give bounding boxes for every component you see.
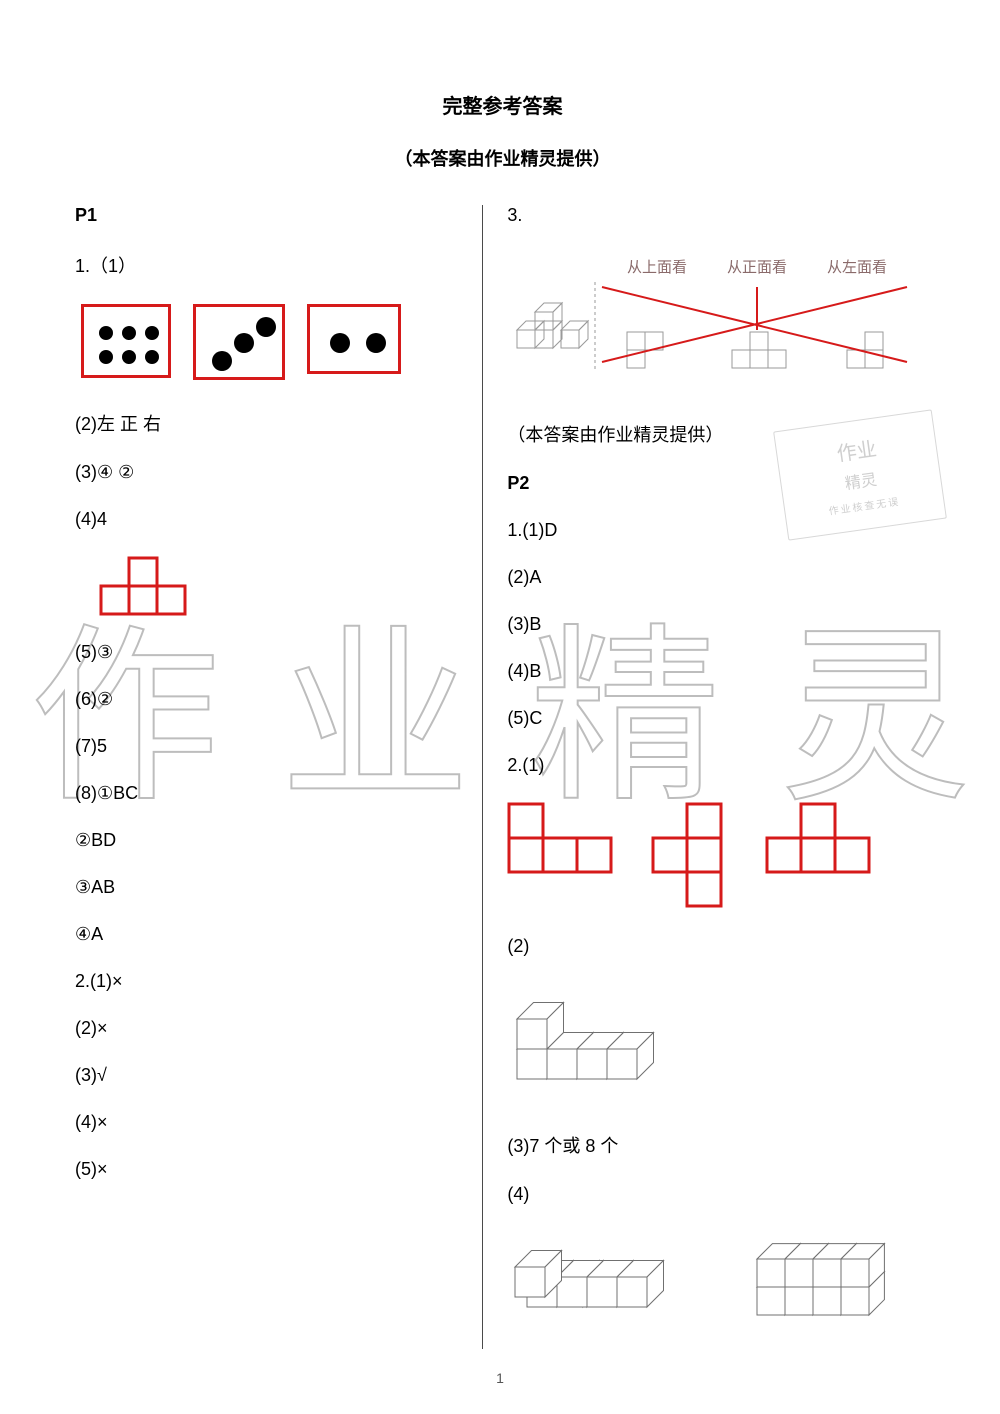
left-line-b-10: (4)× [75,1112,458,1133]
left-line-b-9: (3)√ [75,1065,458,1086]
page-title: 完整参考答案 [75,90,930,119]
right-line-a-3: (4)B [507,661,930,682]
left-line-b-1: (6)② [75,689,458,710]
left-column: P1 1.（1） (2)左 正 右 (3)④ ② (4)4 (5)③ (6)② (7)5… [75,205,458,1349]
tetromino-b [651,802,731,912]
tetromino-c [765,802,875,880]
left-line-b-3: (8)①BC [75,783,458,804]
left-line-b-0: (5)③ [75,642,458,663]
tetromino-figure [99,556,199,620]
left-line-a-1: (3)④ ② [75,462,458,483]
right-line-a-5: 2.(1) [507,755,930,776]
dice-row [81,304,458,380]
left-line-a-2: (4)4 [75,509,458,530]
tetromino-row [507,802,930,912]
left-line-b-2: (7)5 [75,736,458,757]
cube-pair [507,1231,930,1331]
page-subtitle: （本答案由作业精灵提供） [75,145,930,171]
right-line-a-4: (5)C [507,708,930,729]
dice-6 [81,304,171,378]
right-line-a-1: (2)A [507,567,930,588]
cube-figure-2a [507,1231,697,1321]
section-p2: P2 [507,473,930,494]
left-line-b-8: (2)× [75,1018,458,1039]
left-line-a-0: (2)左 正 右 [75,410,458,436]
cube-figure-2b [737,1231,927,1331]
dice-2 [307,304,401,374]
answer-2-2: (2) [507,936,930,957]
left-line-b-11: (5)× [75,1159,458,1180]
right-line-a-2: (3)B [507,614,930,635]
answer-2-4: (4) [507,1184,930,1205]
tetromino-a [507,802,617,880]
right-line-a-0: 1.(1)D [507,520,930,541]
left-line-b-7: 2.(1)× [75,971,458,992]
matching-diagram: 从上面看 从正面看 从左面看 [507,252,927,382]
credit-line: （本答案由作业精灵提供） [507,421,930,447]
svg-text:从左面看: 从左面看 [827,259,887,276]
left-line-b-4: ②BD [75,830,458,851]
svg-text:从正面看: 从正面看 [727,259,787,276]
section-p1: P1 [75,205,458,226]
dice-3 [193,304,285,380]
page-content: 完整参考答案 （本答案由作业精灵提供） P1 1.（1） (2)左 正 右 (3)… [0,0,1000,1389]
right-column: 3. 从上面看 从正面看 从左面看 （本答案由作业精灵提供） P2 1.(1)D (2… [507,205,930,1349]
question-3: 3. [507,205,930,226]
column-divider [482,205,483,1349]
left-line-b-5: ③AB [75,877,458,898]
answer-1-1: 1.（1） [75,252,458,278]
svg-text:从上面看: 从上面看 [627,259,687,276]
answer-2-3: (3)7 个或 8 个 [507,1132,930,1158]
cube-figure-1 [507,989,707,1099]
left-line-b-6: ④A [75,924,458,945]
